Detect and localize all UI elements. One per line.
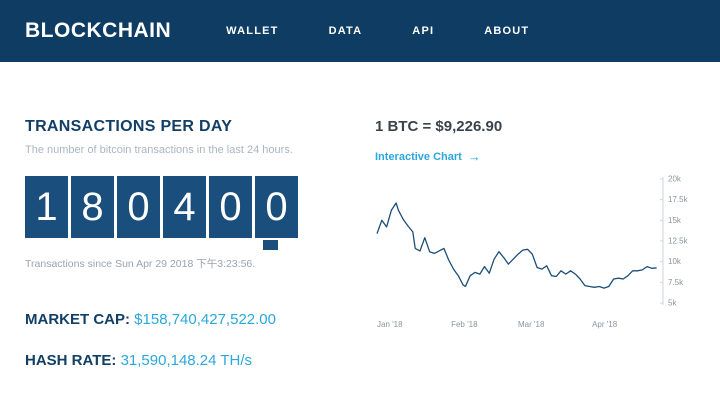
counter-digit: 0 — [255, 176, 298, 238]
svg-text:Feb '18: Feb '18 — [451, 320, 478, 329]
transactions-counter: 1 8 0 4 0 0 — [25, 176, 298, 250]
right-arrow-icon: → — [467, 149, 481, 164]
transactions-title: TRANSACTIONS PER DAY — [25, 118, 233, 135]
svg-text:10k: 10k — [668, 257, 682, 266]
nav-item-about[interactable]: ABOUT — [484, 25, 530, 37]
counter-roll-notch — [263, 240, 278, 250]
top-navbar: BLOCKCHAIN WALLET DATA API ABOUT — [0, 0, 720, 62]
counter-digit: 4 — [163, 176, 206, 238]
price-panel: 1 BTC = $9,226.90 Interactive Chart → 20… — [375, 118, 720, 369]
hash-rate-value: 31,590,148.24 TH/s — [120, 352, 253, 369]
transactions-subtitle: The number of bitcoin transactions in th… — [25, 144, 293, 156]
interactive-chart-label: Interactive Chart — [375, 150, 462, 163]
nav-item-data[interactable]: DATA — [328, 25, 363, 37]
hash-rate-line: HASH RATE: 31,590,148.24 TH/s — [25, 352, 355, 369]
nav-menu: WALLET DATA API ABOUT — [226, 25, 529, 37]
price-chart-svg: 20k 17.5k 15k 12.5k 10k 7.5k 5k Jan '18 Feb '18 M… — [376, 174, 689, 329]
counter-digit: 0 — [117, 176, 160, 238]
counter-digit: 0 — [209, 176, 252, 238]
price-chart: 20k 17.5k 15k 12.5k 10k 7.5k 5k Jan '18 Feb '18 M… — [375, 173, 720, 336]
transactions-panel: TRANSACTIONS PER DAY The number of bitco… — [25, 118, 355, 369]
svg-text:15k: 15k — [668, 215, 682, 224]
nav-item-wallet[interactable]: WALLET — [226, 25, 279, 37]
blockchain-logo[interactable]: BLOCKCHAIN — [25, 19, 172, 42]
svg-text:20k: 20k — [668, 174, 682, 183]
market-cap-line: MARKET CAP: $158,740,427,522.00 — [25, 311, 355, 328]
svg-text:7.5k: 7.5k — [668, 277, 684, 286]
hash-rate-label: HASH RATE: — [25, 352, 117, 369]
svg-text:17.5k: 17.5k — [668, 195, 689, 204]
market-cap-label: MARKET CAP: — [25, 311, 130, 328]
counter-digit: 1 — [25, 176, 68, 238]
svg-text:5k: 5k — [668, 298, 677, 307]
svg-text:Jan '18: Jan '18 — [377, 320, 403, 329]
transactions-since-text: Transactions since Sun Apr 29 2018 下午3:2… — [25, 258, 256, 270]
nav-item-api[interactable]: API — [412, 25, 435, 37]
interactive-chart-link[interactable]: Interactive Chart → — [375, 149, 481, 164]
btc-price-text: 1 BTC = $9,226.90 — [375, 118, 503, 135]
market-cap-value: $158,740,427,522.00 — [134, 311, 276, 328]
svg-text:Apr '18: Apr '18 — [592, 320, 618, 329]
svg-text:12.5k: 12.5k — [668, 236, 689, 245]
svg-text:Mar '18: Mar '18 — [518, 320, 545, 329]
main-content: TRANSACTIONS PER DAY The number of bitco… — [0, 62, 720, 369]
counter-digit: 8 — [71, 176, 114, 238]
